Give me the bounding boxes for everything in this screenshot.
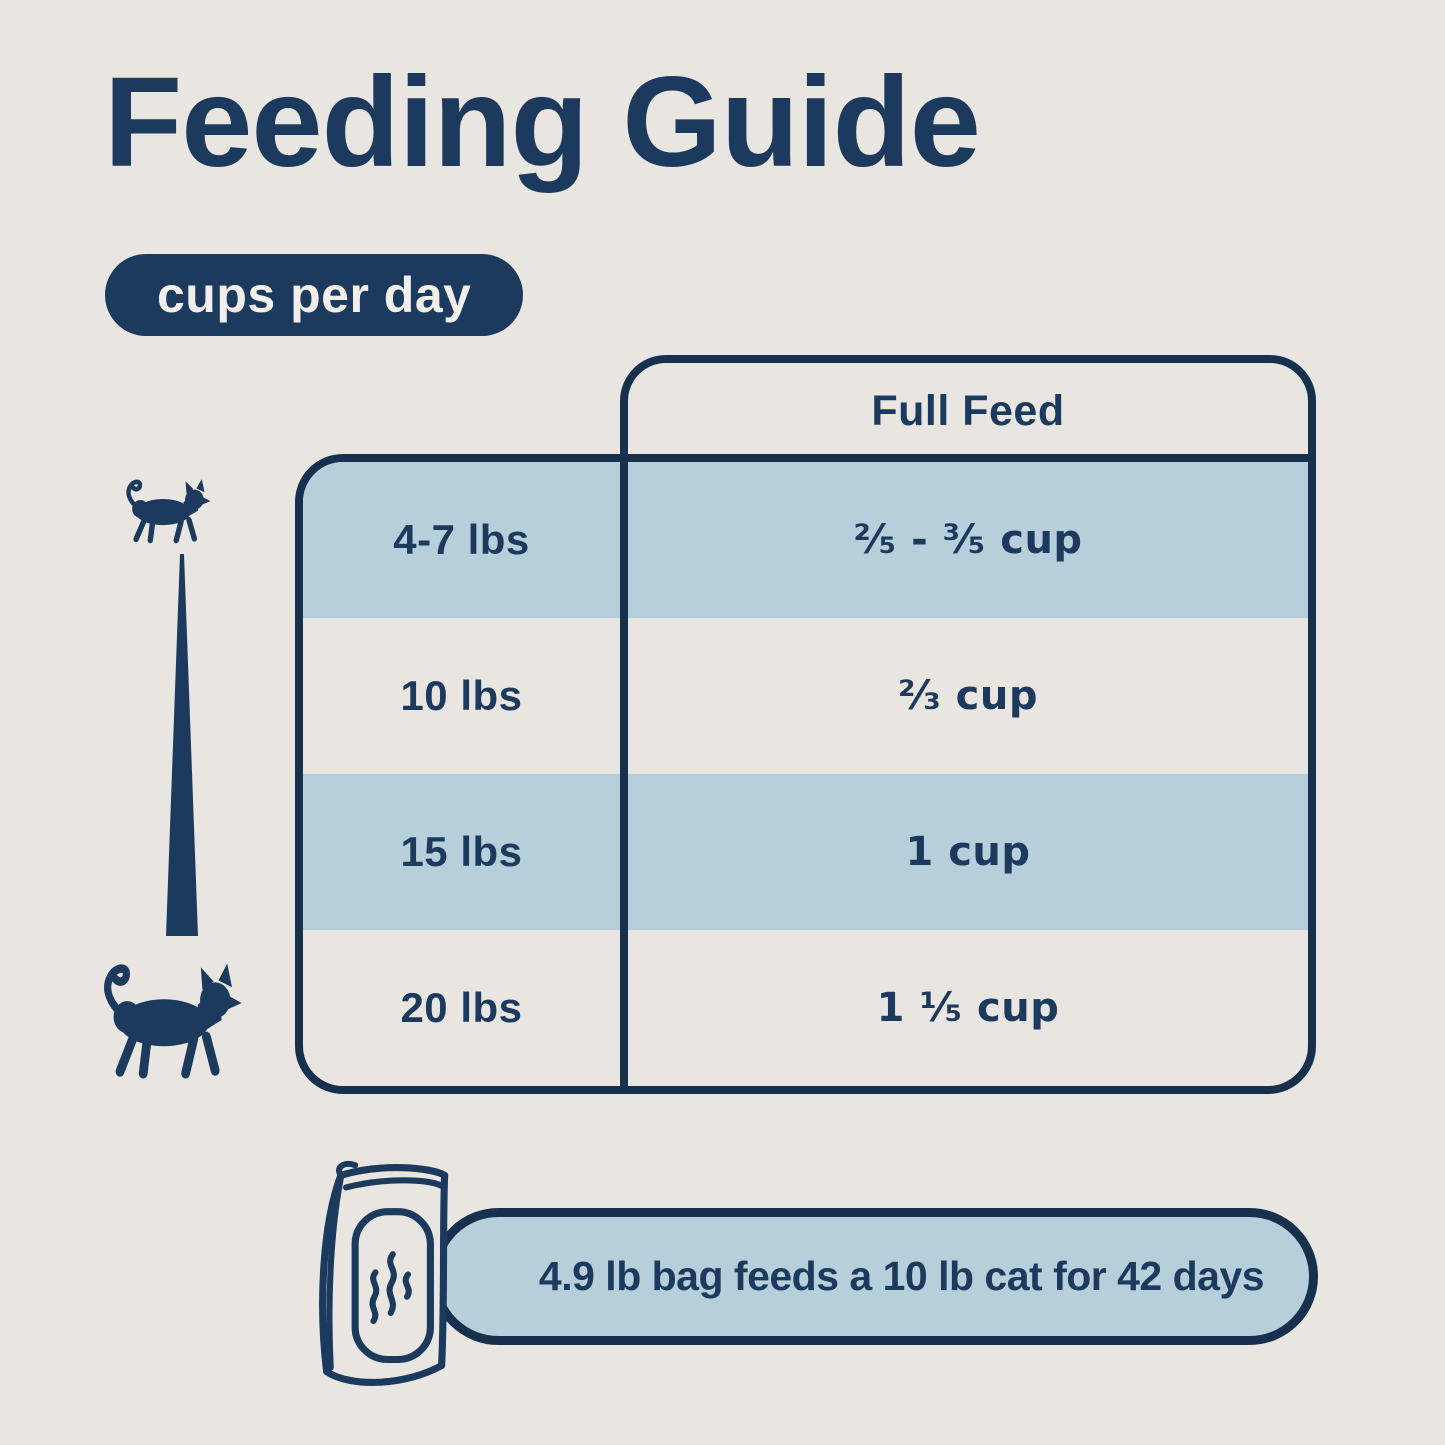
- page-title: Feeding Guide: [104, 51, 981, 194]
- cat-icon-large: [104, 963, 242, 1079]
- cat-icon-small: [126, 479, 211, 544]
- weight-cell: 4-7 lbs: [393, 516, 530, 563]
- weight-cell: 20 lbs: [400, 984, 523, 1031]
- amount-cell: ²⁄₃ cup: [898, 673, 1038, 719]
- amount-cell: 1 ¹⁄₅ cup: [876, 985, 1060, 1031]
- table-row: 15 lbs 1 cup: [303, 774, 1308, 930]
- steam-icon: [369, 1251, 412, 1325]
- full-feed-column-label: Full Feed: [871, 387, 1065, 435]
- amount-cell: ²⁄₅ - ³⁄₅ cup: [853, 517, 1083, 563]
- table-column-divider: [620, 462, 628, 1086]
- amount-cell: 1 cup: [905, 829, 1031, 875]
- table-row: 4-7 lbs ²⁄₅ - ³⁄₅ cup: [303, 462, 1308, 618]
- weight-cell: 15 lbs: [400, 828, 523, 875]
- units-badge: cups per day: [105, 254, 524, 336]
- food-bag-icon: [319, 1160, 449, 1386]
- table-row: 20 lbs 1 ¹⁄₅ cup: [303, 930, 1308, 1086]
- full-feed-column-header: Full Feed: [620, 355, 1316, 454]
- size-scale-arrow: [166, 554, 198, 936]
- weight-cell: 10 lbs: [400, 672, 523, 719]
- feeding-table: 4-7 lbs ²⁄₅ - ³⁄₅ cup 10 lbs ²⁄₃ cup 15 …: [295, 454, 1316, 1094]
- bag-yield-banner: 4.9 lb bag feeds a 10 lb cat for 42 days: [430, 1208, 1318, 1345]
- table-row: 10 lbs ²⁄₃ cup: [303, 618, 1308, 774]
- bag-yield-note: 4.9 lb bag feeds a 10 lb cat for 42 days: [538, 1253, 1265, 1299]
- units-badge-label: cups per day: [157, 267, 472, 323]
